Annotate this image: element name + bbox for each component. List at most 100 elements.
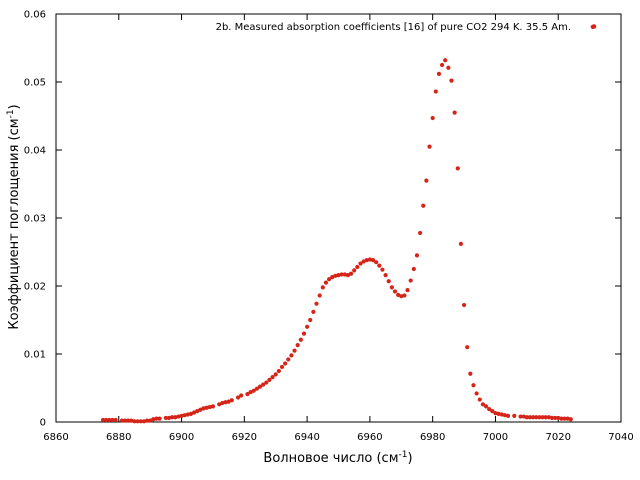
data-point	[562, 416, 567, 421]
data-point	[527, 415, 533, 420]
data-point	[367, 257, 372, 262]
data-point	[292, 348, 297, 353]
y-tick-label: 0	[40, 418, 46, 429]
x-tick-label: 6920	[232, 432, 257, 443]
y-tick-label: 0.05	[24, 78, 46, 89]
data-point	[424, 178, 429, 183]
data-point	[314, 301, 319, 306]
data-point	[446, 65, 451, 70]
data-point	[226, 399, 231, 404]
data-point	[433, 89, 438, 94]
data-point	[154, 416, 159, 421]
data-point	[546, 415, 551, 420]
data-point	[418, 230, 423, 236]
y-tick-label: 0.02	[24, 282, 46, 293]
data-point	[345, 273, 351, 278]
data-point	[144, 418, 150, 423]
data-point	[534, 415, 539, 420]
data-point	[182, 413, 187, 418]
data-point	[389, 285, 394, 290]
data-point	[192, 410, 197, 415]
data-point	[110, 417, 115, 423]
data-point	[207, 404, 212, 410]
data-point	[132, 419, 137, 424]
data-point	[399, 294, 404, 299]
data-point	[487, 406, 492, 412]
data-point	[483, 404, 489, 409]
data-point	[104, 417, 109, 423]
data-point	[565, 416, 570, 421]
data-point	[474, 391, 479, 396]
data-point	[119, 418, 125, 423]
data-point	[188, 411, 194, 416]
data-point	[352, 268, 357, 273]
data-point	[179, 413, 184, 418]
x-tick-label: 6900	[169, 432, 194, 443]
data-point	[336, 273, 341, 278]
data-point	[361, 259, 366, 264]
y-axis-label: Коэффициент поглощения (см-1)	[6, 104, 22, 329]
data-point	[141, 419, 146, 424]
data-point	[267, 377, 272, 382]
data-point	[518, 414, 523, 419]
data-point	[436, 71, 442, 76]
data-point	[317, 293, 322, 298]
data-point	[402, 293, 407, 298]
data-point	[449, 78, 454, 83]
data-point	[185, 412, 190, 417]
data-point	[499, 412, 504, 417]
data-point	[248, 389, 253, 395]
legend-marker	[591, 24, 597, 29]
data-point	[386, 279, 391, 284]
data-point	[301, 331, 307, 336]
data-point	[235, 395, 241, 400]
data-point	[370, 258, 376, 263]
x-tick-label: 6860	[43, 432, 68, 443]
data-point	[198, 407, 203, 412]
data-point	[163, 415, 168, 421]
data-point	[333, 273, 338, 278]
data-point	[305, 324, 310, 329]
data-point	[364, 258, 369, 263]
data-point	[405, 287, 410, 293]
data-point	[239, 393, 244, 398]
data-point	[411, 266, 416, 272]
data-point	[229, 398, 234, 403]
data-point	[204, 405, 209, 410]
y-tick-label: 0.03	[24, 214, 46, 225]
data-point	[552, 415, 558, 421]
data-point	[374, 260, 379, 265]
data-point	[138, 419, 143, 424]
data-point	[254, 386, 259, 391]
data-point	[273, 372, 278, 377]
data-point	[439, 62, 445, 68]
data-point	[505, 413, 511, 418]
data-point	[148, 418, 153, 423]
data-point	[257, 384, 263, 389]
data-point	[421, 203, 426, 208]
data-point	[383, 273, 388, 278]
data-point	[289, 353, 294, 358]
data-point	[396, 292, 401, 297]
data-point	[251, 388, 256, 393]
data-point	[502, 413, 507, 418]
data-point	[430, 115, 435, 121]
data-point	[493, 411, 498, 416]
data-point	[270, 375, 275, 380]
data-point	[126, 418, 131, 423]
y-tick-label: 0.06	[24, 10, 46, 21]
legend-label: 2b. Measured absorption coefficients [16…	[216, 22, 571, 33]
x-axis-ticks: 6860 6880 6900 6920 6940 6960 6980 7000 7020 7040	[43, 14, 634, 443]
data-point	[283, 361, 288, 366]
data-point	[176, 414, 181, 419]
data-point	[286, 357, 291, 362]
data-point	[524, 415, 529, 420]
data-point	[261, 382, 266, 387]
x-tick-label: 6880	[106, 432, 131, 443]
data-point	[392, 289, 398, 294]
data-point	[537, 415, 542, 420]
data-point	[195, 409, 200, 414]
data-point	[471, 383, 476, 388]
data-point	[358, 261, 363, 266]
